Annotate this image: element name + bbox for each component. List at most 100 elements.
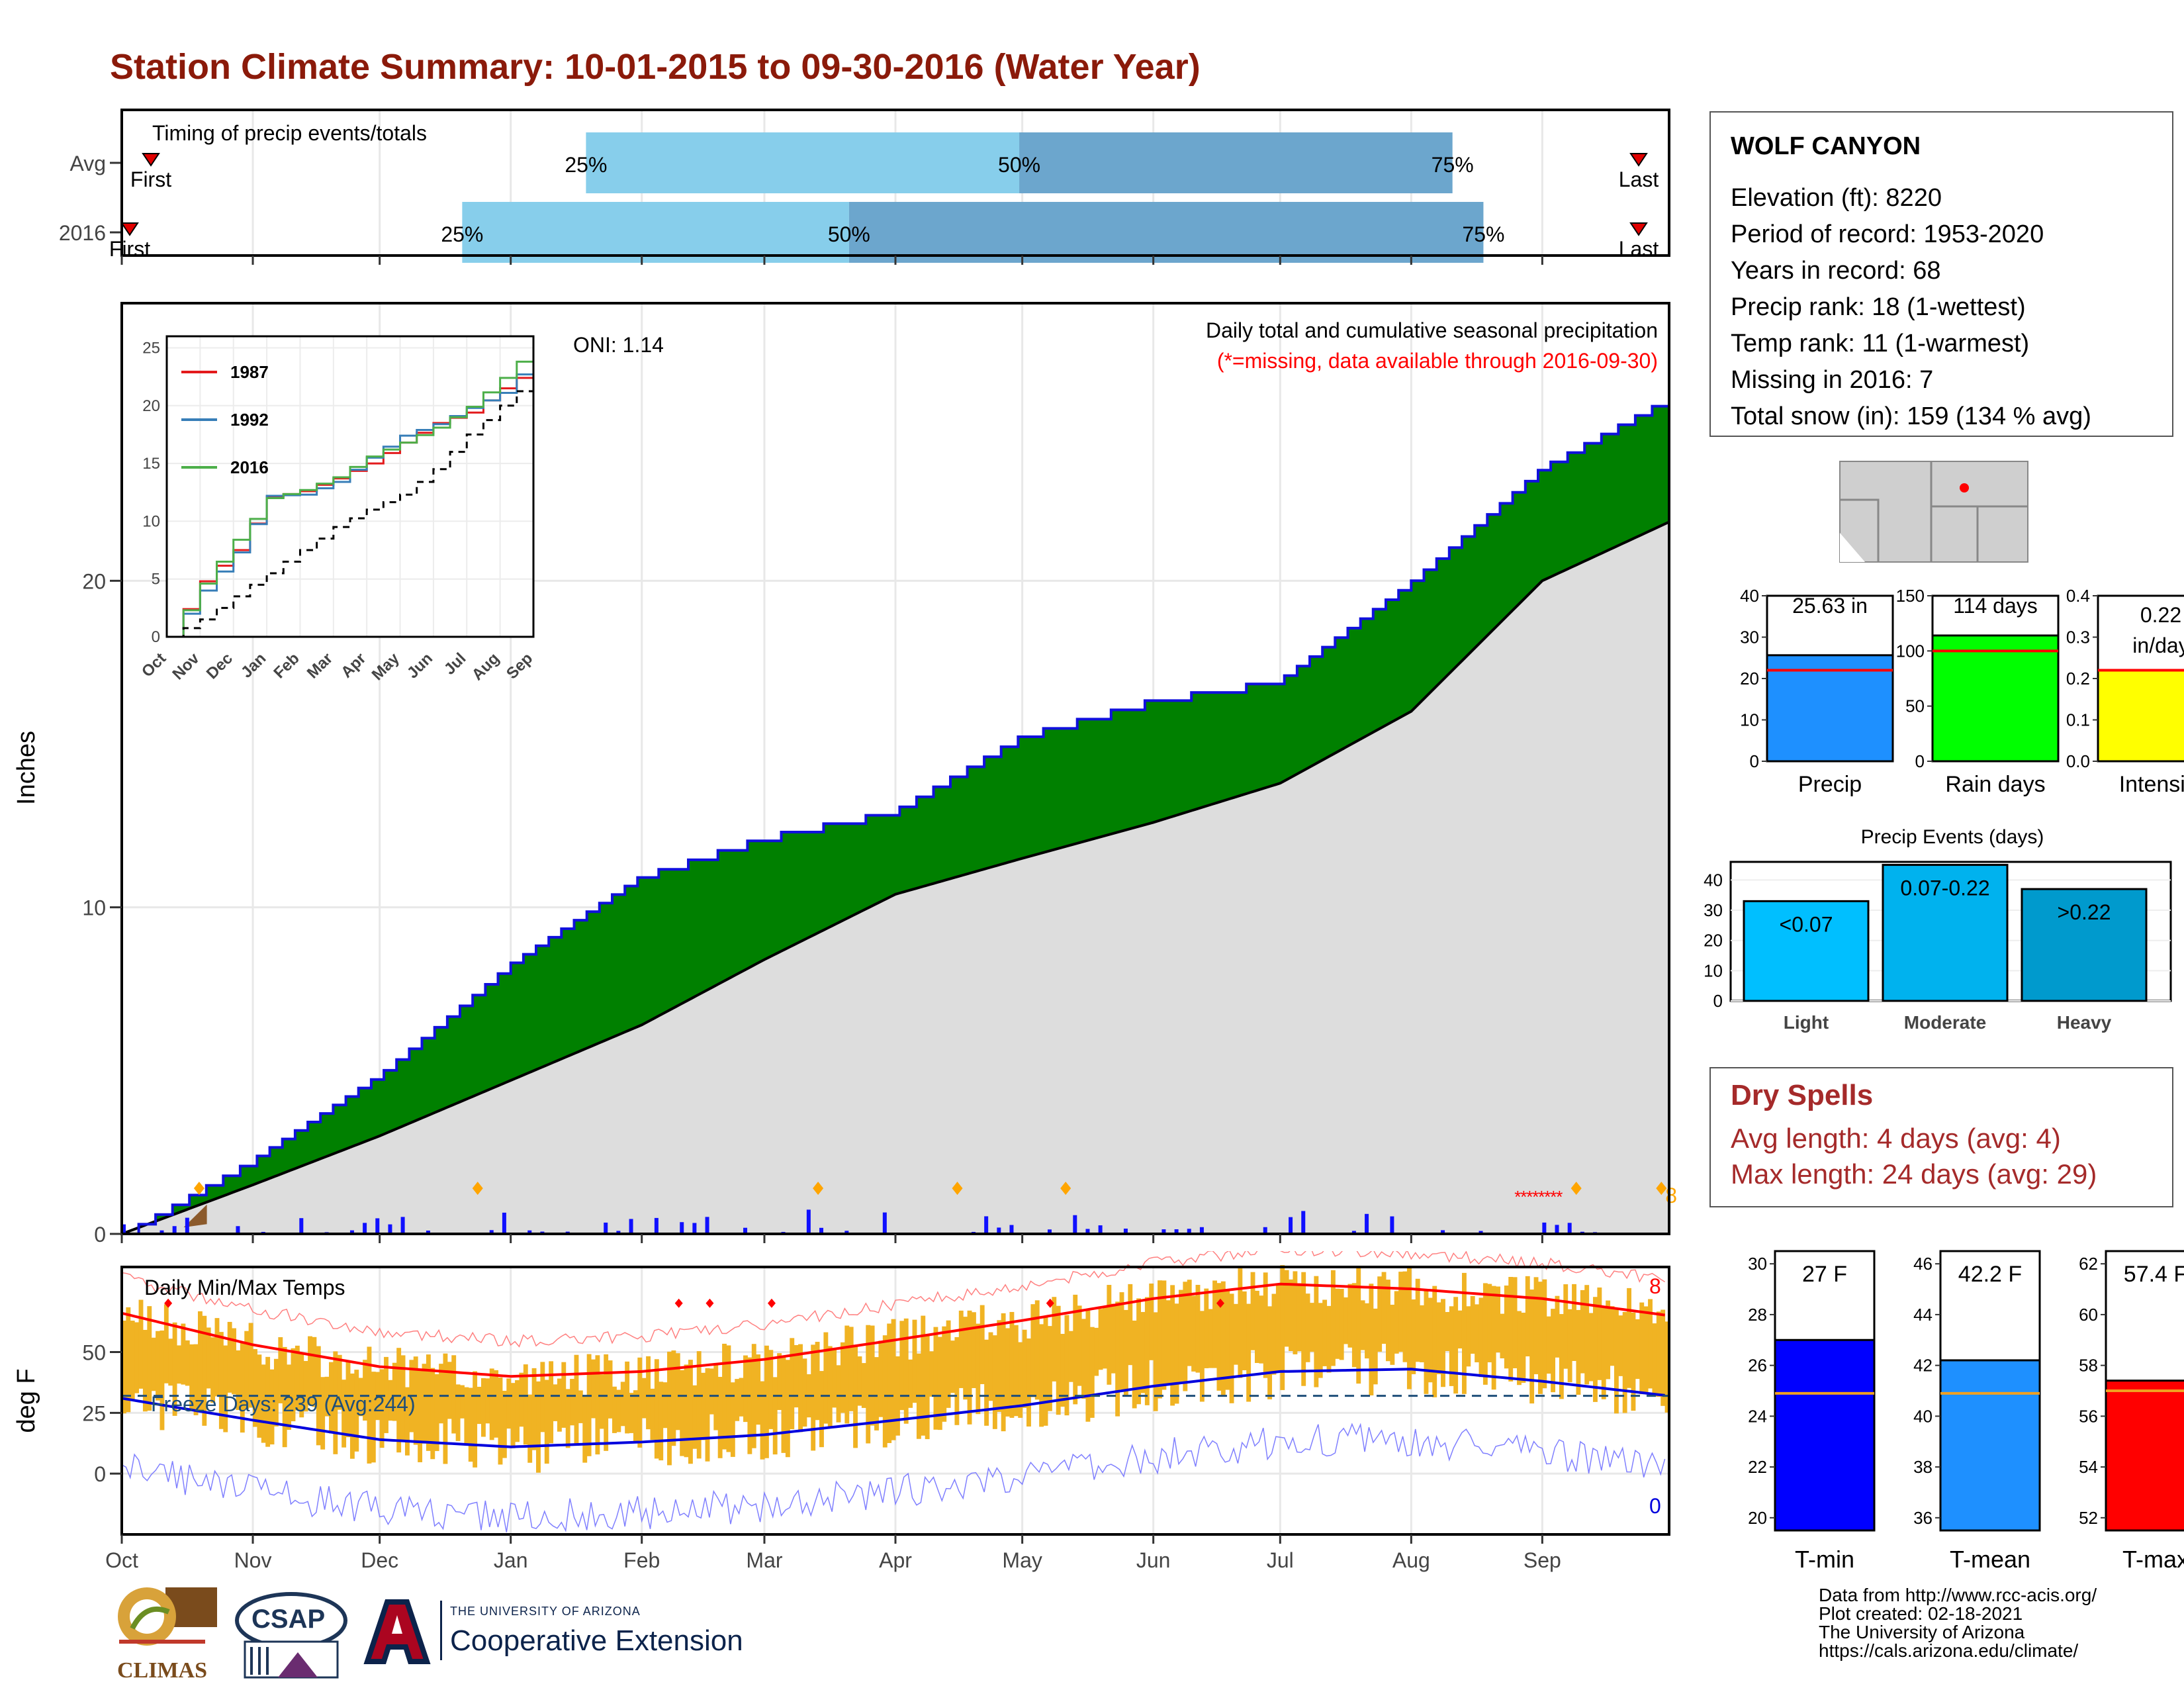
daily-temp-range-bar bbox=[764, 1345, 769, 1458]
daily-precip-bar bbox=[1199, 1227, 1204, 1234]
daily-temp-range-bar bbox=[434, 1374, 439, 1452]
daily-temp-range-bar bbox=[1643, 1306, 1649, 1394]
daily-temp-range-bar bbox=[967, 1310, 972, 1425]
station-years: Years in record: 68 bbox=[1731, 257, 1941, 285]
daily-temp-range-bar bbox=[1555, 1295, 1560, 1358]
daily-temp-range-bar bbox=[1013, 1325, 1019, 1417]
daily-temp-range-bar bbox=[751, 1344, 756, 1448]
climas-emblem-icon bbox=[118, 1587, 217, 1646]
month-label: Nov bbox=[234, 1548, 272, 1572]
daily-temp-range-bar bbox=[460, 1385, 465, 1419]
daily-temp-range-bar bbox=[1635, 1319, 1640, 1380]
inset-plot-area bbox=[167, 336, 533, 637]
daily-temp-range-bar bbox=[735, 1379, 740, 1421]
daily-precip-bar bbox=[692, 1223, 697, 1234]
daily-precip-bar bbox=[159, 1230, 164, 1234]
daily-temp-range-bar bbox=[1449, 1306, 1454, 1386]
daily-temp-range-bar bbox=[142, 1330, 148, 1412]
average-max-line bbox=[121, 1282, 1665, 1378]
precip-events-tick-label: 10 bbox=[1704, 961, 1723, 980]
daily-precip-bar bbox=[375, 1218, 380, 1234]
csap-logo[interactable]: CSAP bbox=[232, 1589, 351, 1681]
daily-temp-range-bar bbox=[903, 1318, 909, 1424]
station-name: WOLF CANYON bbox=[1731, 132, 1921, 160]
missing-day-marker: * bbox=[1544, 1187, 1551, 1207]
inset-series-line-2016 bbox=[167, 345, 535, 638]
temp-bar-t-min bbox=[1774, 1338, 1876, 1532]
daily-temp-range-bar bbox=[979, 1305, 985, 1384]
daily-temp-range-bar bbox=[772, 1377, 778, 1455]
daily-temp-range-bar bbox=[781, 1356, 786, 1453]
daily-temp-range-bar bbox=[1656, 1311, 1661, 1397]
daily-temp-range-bar bbox=[1466, 1306, 1471, 1367]
station-missing: Missing in 2016: 7 bbox=[1731, 366, 1934, 394]
temp-bar-value: 57.4 F bbox=[2124, 1262, 2184, 1287]
daily-temp-range-bar bbox=[549, 1361, 554, 1444]
daily-temp-range-bar bbox=[866, 1325, 871, 1444]
daily-precip-bar bbox=[984, 1216, 989, 1234]
daily-temp-range-bar bbox=[848, 1327, 854, 1411]
cumulative-2016-line bbox=[122, 397, 1670, 1235]
temp-bar-tick-label: 60 bbox=[2079, 1305, 2098, 1325]
temp-bar-tick-label: 36 bbox=[1913, 1508, 1933, 1528]
daily-precip-bar bbox=[122, 1224, 126, 1234]
daily-precip-bar bbox=[1073, 1215, 1077, 1234]
daily-temp-range-bar bbox=[1381, 1272, 1387, 1344]
daily-temp-range-bar bbox=[1432, 1286, 1437, 1397]
ua-cooperative-extension-logo[interactable]: THE UNIVERSITY OF ARIZONA Cooperative Ex… bbox=[361, 1595, 745, 1675]
climas-logo[interactable]: CLIMAS bbox=[106, 1582, 218, 1683]
precip-event-bar-value: >0.22 bbox=[2058, 900, 2111, 924]
inset-x-tick-label: Oct bbox=[138, 649, 169, 680]
summary-bar-tick-label: 20 bbox=[1740, 669, 1759, 688]
daily-temp-range-bar bbox=[510, 1383, 516, 1448]
temp-bar-value: 27 F bbox=[1802, 1262, 1847, 1287]
daily-precip-bar bbox=[844, 1231, 849, 1234]
daily-precip-bar bbox=[349, 1230, 354, 1234]
inset-x-tick-label: Jul bbox=[441, 649, 470, 679]
daily-temp-range-bar bbox=[1664, 1321, 1670, 1413]
daily-temp-range-bar bbox=[218, 1332, 224, 1429]
daily-temp-range-bar bbox=[1161, 1280, 1167, 1390]
daily-precip-bar bbox=[400, 1217, 405, 1234]
daily-temp-range-bar bbox=[1220, 1281, 1226, 1395]
daily-temp-range-bar bbox=[1246, 1303, 1251, 1402]
large-event-marker bbox=[472, 1182, 483, 1196]
daily-temp-range-bar bbox=[1475, 1304, 1480, 1362]
daily-temp-range-bar bbox=[912, 1319, 917, 1403]
daily-temp-range-bar bbox=[578, 1390, 583, 1423]
daily-temp-range-bar bbox=[172, 1322, 177, 1416]
daily-temp-range-bar bbox=[210, 1337, 216, 1403]
daily-temp-range-bar bbox=[1436, 1302, 1441, 1374]
daily-temp-range-bar bbox=[273, 1358, 279, 1427]
daily-temp-range-bar bbox=[468, 1387, 473, 1462]
credit-line: Plot created: 02-18-2021 bbox=[1819, 1603, 2023, 1624]
daily-temp-range-bar bbox=[976, 1323, 981, 1415]
daily-temp-range-bar bbox=[1314, 1276, 1319, 1387]
inset-legend-label: 2016 bbox=[230, 457, 269, 477]
daily-temp-range-bar bbox=[337, 1354, 342, 1410]
daily-temp-range-bar bbox=[1326, 1305, 1332, 1373]
daily-temp-range-bar bbox=[1614, 1309, 1619, 1414]
daily-temp-range-bar bbox=[680, 1370, 685, 1456]
daily-temp-range-bar bbox=[1496, 1286, 1500, 1353]
last-event-label: Last bbox=[1619, 237, 1659, 261]
daily-temp-range-bar bbox=[1365, 1303, 1369, 1359]
daily-temp-range-bar bbox=[392, 1362, 397, 1421]
daily-temp-range-bar bbox=[899, 1321, 905, 1411]
summary-bar-rain-days bbox=[1931, 634, 2060, 763]
timing-row-label: 2016 bbox=[59, 221, 106, 245]
record-high-marker bbox=[1046, 1298, 1054, 1308]
daily-temp-range-bar bbox=[747, 1357, 752, 1454]
daily-temp-range-bar bbox=[156, 1331, 160, 1401]
daily-temp-range-bar bbox=[819, 1371, 824, 1448]
temp-bar-tick-label: 40 bbox=[1913, 1406, 1933, 1426]
large-event-marker bbox=[1656, 1182, 1667, 1196]
inset-x-tick-label: Feb bbox=[270, 649, 302, 682]
timing-q25-label: 25% bbox=[441, 222, 483, 246]
daily-temp-range-bar bbox=[768, 1350, 774, 1429]
daily-temp-range-bar bbox=[1648, 1299, 1653, 1389]
daily-temp-range-bar bbox=[413, 1356, 418, 1445]
daily-temp-range-bar bbox=[840, 1342, 845, 1413]
daily-temp-range-bar bbox=[1504, 1285, 1509, 1369]
